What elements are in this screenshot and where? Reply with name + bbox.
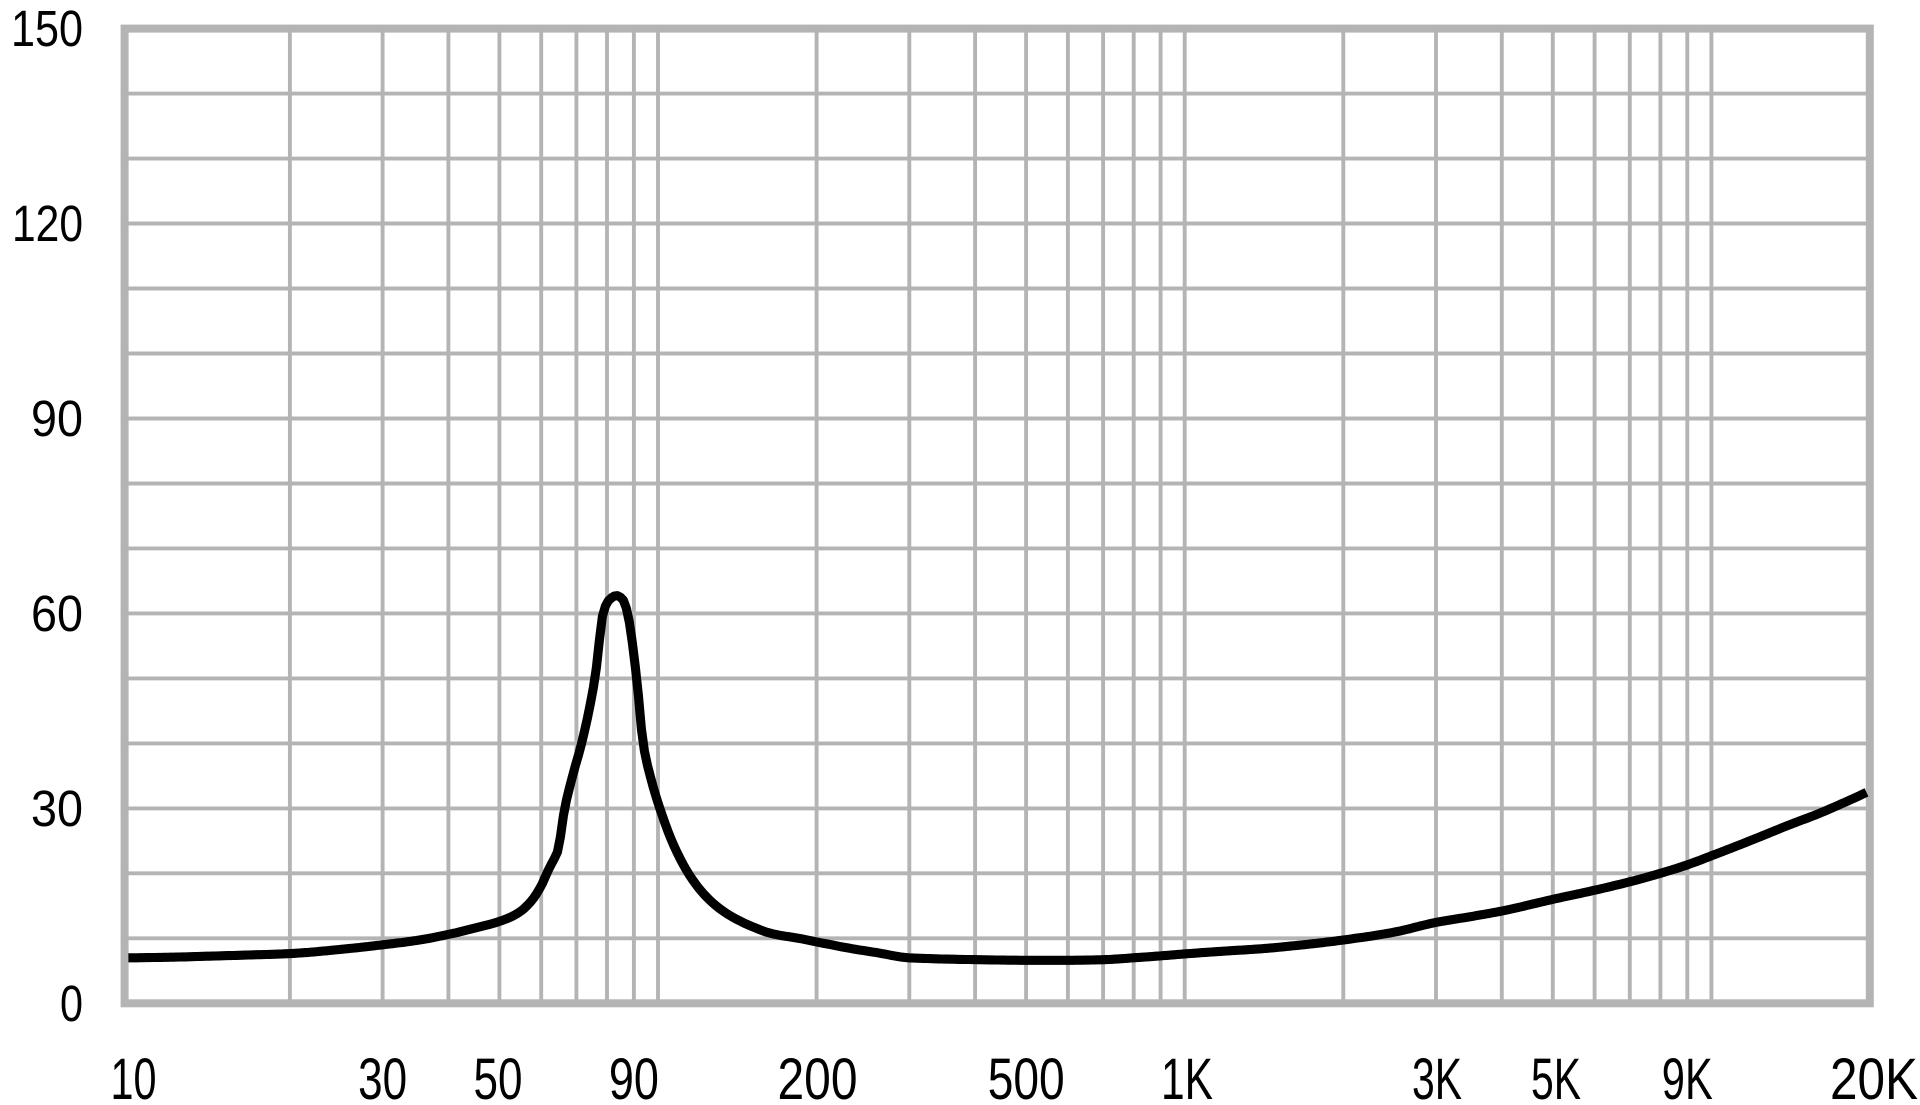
svg-text:50: 50 [474,1047,523,1105]
svg-text:1K: 1K [1161,1047,1213,1105]
svg-text:90: 90 [609,1047,659,1105]
svg-text:60: 60 [31,585,83,642]
svg-text:200: 200 [778,1047,858,1105]
svg-text:90: 90 [31,390,83,447]
svg-text:500: 500 [988,1047,1065,1105]
svg-text:30: 30 [358,1047,407,1105]
svg-text:20K: 20K [1830,1047,1918,1105]
svg-text:30: 30 [31,780,83,837]
svg-text:150: 150 [11,0,83,57]
svg-text:9K: 9K [1662,1047,1713,1105]
svg-text:3K: 3K [1412,1047,1462,1105]
svg-text:120: 120 [12,195,83,252]
svg-text:10: 10 [111,1047,157,1105]
svg-text:0: 0 [60,975,83,1032]
svg-text:5K: 5K [1531,1047,1581,1105]
